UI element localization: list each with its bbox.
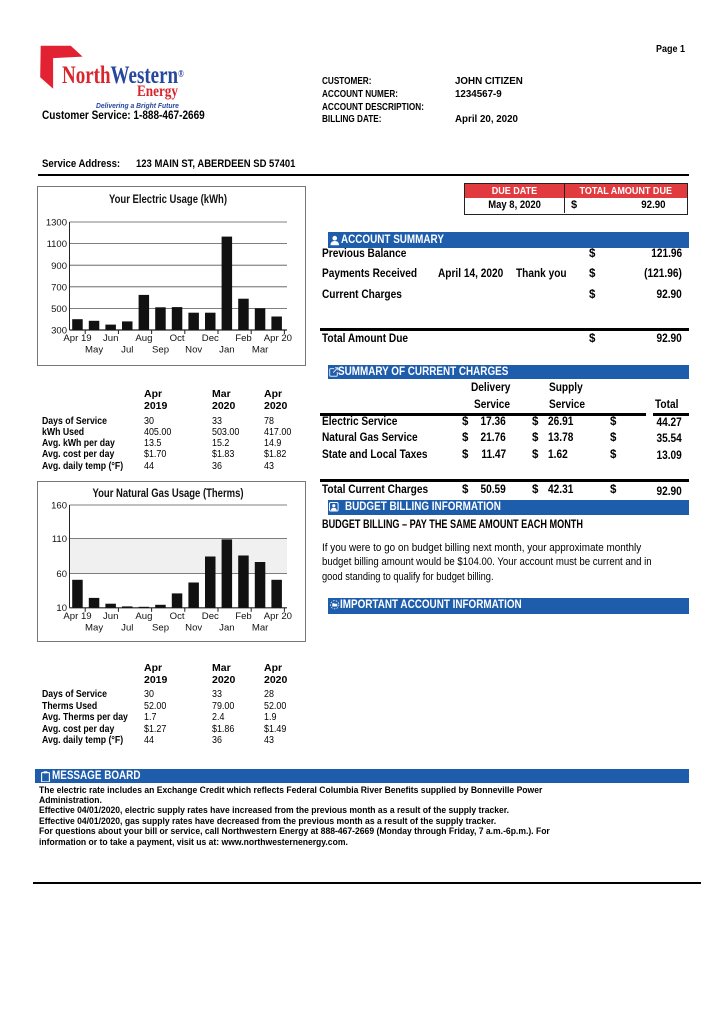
svg-text:1100: 1100 (47, 239, 67, 250)
svg-text:Apr 19: Apr 19 (63, 333, 91, 344)
svg-text:Jan: Jan (219, 345, 234, 356)
svg-text:Sep: Sep (152, 623, 169, 634)
svg-text:Dec: Dec (202, 333, 219, 344)
svg-text:Oct: Oct (170, 333, 185, 344)
svg-text:Aug: Aug (135, 611, 152, 622)
svg-text:Jul: Jul (121, 623, 133, 634)
svg-text:Feb: Feb (235, 611, 252, 622)
svg-text:May: May (85, 623, 103, 634)
svg-text:Mar: Mar (252, 345, 269, 356)
svg-text:Apr 20: Apr 20 (264, 611, 292, 622)
svg-text:700: 700 (51, 283, 67, 294)
svg-text:10: 10 (56, 603, 67, 614)
svg-text:300: 300 (51, 326, 67, 337)
svg-text:May: May (85, 345, 103, 356)
svg-text:1300: 1300 (46, 218, 67, 229)
svg-text:Nov: Nov (185, 623, 202, 634)
svg-text:110: 110 (52, 534, 67, 545)
svg-text:Apr 19: Apr 19 (63, 611, 91, 622)
svg-text:160: 160 (51, 501, 67, 512)
svg-text:Your Natural Gas Usage (Therms: Your Natural Gas Usage (Therms) (93, 488, 244, 500)
svg-text:Jun: Jun (103, 333, 118, 344)
svg-text:Apr 20: Apr 20 (264, 333, 292, 344)
svg-text:Jun: Jun (103, 611, 118, 622)
svg-text:Mar: Mar (252, 623, 269, 634)
svg-text:60: 60 (56, 569, 67, 580)
svg-text:500: 500 (51, 304, 67, 315)
svg-text:Feb: Feb (235, 333, 252, 344)
svg-text:Sep: Sep (152, 345, 169, 356)
svg-text:Oct: Oct (170, 611, 185, 622)
svg-text:Dec: Dec (202, 611, 219, 622)
svg-text:Nov: Nov (185, 345, 202, 356)
svg-text:Jul: Jul (121, 345, 133, 356)
svg-text:900: 900 (51, 261, 67, 272)
svg-text:Jan: Jan (219, 623, 234, 634)
svg-text:Aug: Aug (135, 333, 152, 344)
svg-text:Your Electric Usage (kWh): Your Electric Usage (kWh) (109, 194, 227, 206)
